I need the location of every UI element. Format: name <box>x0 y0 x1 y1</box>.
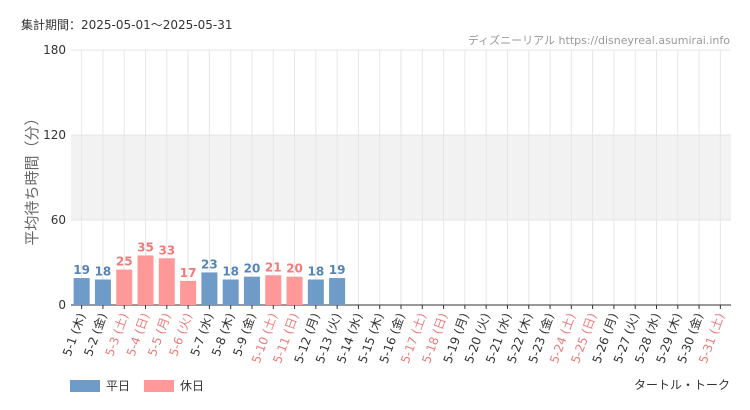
bar <box>329 278 346 305</box>
legend-item-holiday: 休日 <box>144 377 204 394</box>
data-label: 21 <box>265 260 282 274</box>
y-tick-label: 0 <box>58 298 66 312</box>
site-credit: ディズニーリアル https://disneyreal.asumirai.inf… <box>467 34 730 47</box>
bar <box>137 255 154 305</box>
data-label: 18 <box>95 265 112 279</box>
legend-item-weekday: 平日 <box>70 377 130 394</box>
bar <box>180 280 197 305</box>
data-label: 25 <box>116 255 133 269</box>
data-labels: 19 18 25 35 33 17 23 18 20 21 20 18 19 <box>73 240 345 279</box>
legend-label-holiday: 休日 <box>180 379 205 393</box>
y-axis-label: 平均待ち時間（分） <box>23 110 41 245</box>
bar <box>222 279 239 305</box>
data-label: 20 <box>286 262 303 276</box>
data-label: 19 <box>73 263 90 277</box>
legend-swatch-holiday <box>144 379 175 392</box>
bar <box>307 279 324 305</box>
data-label: 17 <box>180 266 197 280</box>
bar <box>73 278 90 305</box>
y-tick-label: 120 <box>43 128 66 142</box>
period-label: 集計期間：2025-05-01～2025-05-31 <box>21 18 233 32</box>
data-label: 18 <box>222 265 239 279</box>
bar <box>286 276 303 305</box>
bar <box>243 276 260 305</box>
legend-swatch-weekday <box>70 379 100 392</box>
bar <box>94 279 111 305</box>
data-label: 23 <box>201 257 218 271</box>
y-tick-labels: 0 60 120 180 <box>43 43 66 312</box>
y-tick-label: 60 <box>51 213 66 227</box>
y-tick-label: 180 <box>43 43 66 57</box>
x-tick-labels: 5-1 (木)5-2 (金)5-3 (土)5-4 (日)5-5 (月)5-6 (… <box>60 311 727 365</box>
data-label: 19 <box>329 263 346 277</box>
legend: 平日 休日 <box>70 377 218 394</box>
attraction-name: タートル・トーク <box>633 378 730 392</box>
data-label: 33 <box>158 243 175 257</box>
data-label: 20 <box>244 262 261 276</box>
data-label: 18 <box>307 265 324 279</box>
bar <box>201 272 218 305</box>
data-label: 35 <box>137 240 154 254</box>
legend-label-weekday: 平日 <box>106 379 131 393</box>
bar <box>158 258 175 305</box>
bars <box>73 255 346 305</box>
bar <box>116 269 133 305</box>
bar <box>265 275 282 305</box>
